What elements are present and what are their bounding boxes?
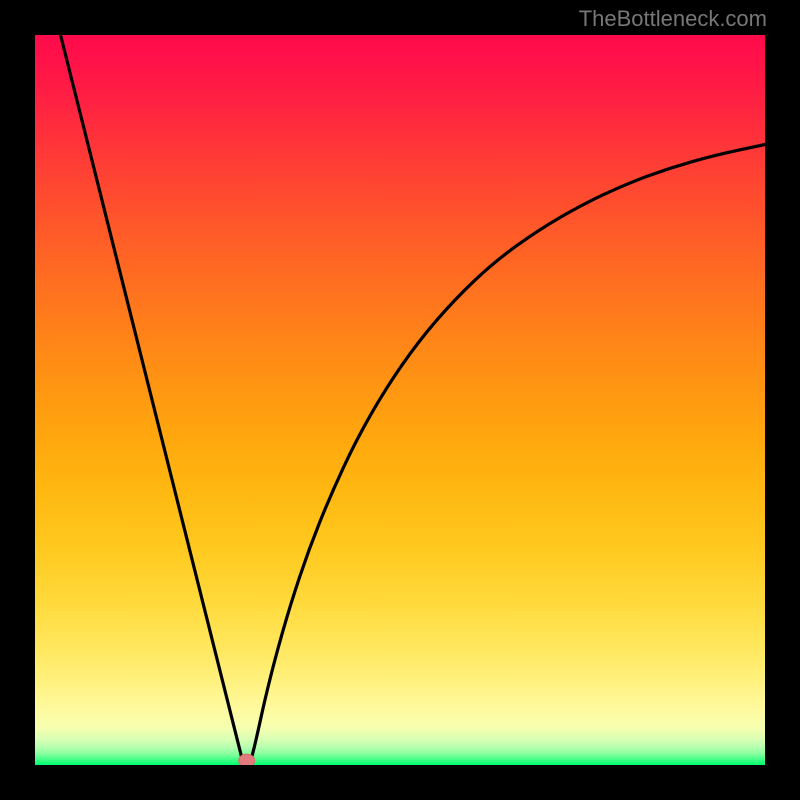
watermark-text: TheBottleneck.com — [579, 6, 767, 32]
optimum-marker — [239, 754, 255, 765]
plot-area — [35, 35, 765, 765]
curve-layer — [35, 35, 765, 765]
bottleneck-curve — [61, 35, 765, 763]
chart-container: TheBottleneck.com — [0, 0, 800, 800]
